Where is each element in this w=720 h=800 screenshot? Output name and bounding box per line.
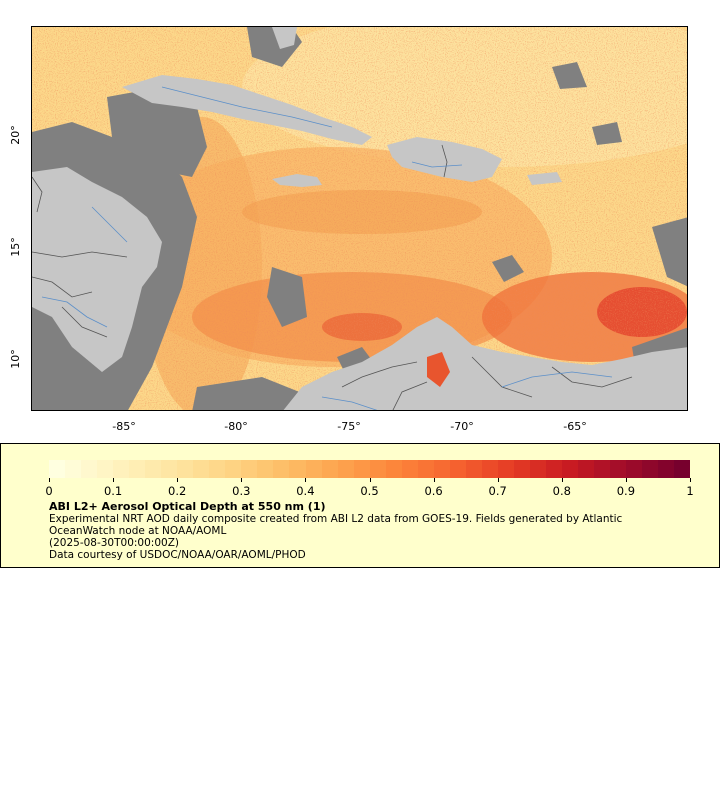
colorbar-segment — [417, 460, 434, 478]
colorbar-segment — [385, 460, 402, 478]
colorbar-tick-mark — [113, 478, 115, 482]
land-central-america — [32, 167, 162, 372]
colorbar-tick-mark — [49, 478, 50, 482]
colorbar-segment — [97, 460, 114, 478]
colorbar-segment — [65, 460, 82, 478]
colorbar-segment — [674, 460, 691, 478]
land-puerto-rico — [527, 172, 562, 185]
land-south-america — [283, 317, 687, 410]
colorbar-segment — [81, 460, 98, 478]
colorbar-segment — [353, 460, 370, 478]
colorbar-tick-mark — [369, 478, 371, 482]
lake-maracaibo — [427, 352, 450, 387]
colorbar-tick-mark — [433, 478, 435, 482]
colorbar-segment — [401, 460, 418, 478]
colorbar-tick-label: 0.3 — [232, 484, 251, 498]
colorbar-segment — [193, 460, 210, 478]
colorbar-tick-label: 0.7 — [488, 484, 507, 498]
colorbar-tick-label: 0.4 — [296, 484, 315, 498]
y-tick-label: 15° — [9, 237, 22, 257]
colorbar-tick-mark — [241, 478, 243, 482]
colorbar-segment — [594, 460, 611, 478]
y-tick-label: 10° — [9, 349, 22, 369]
x-tick-label: -80° — [224, 420, 248, 433]
x-tick-label: -65° — [563, 420, 587, 433]
colorbar-tick-label: 0.5 — [360, 484, 379, 498]
legend-description: Experimental NRT AOD daily composite cre… — [49, 513, 623, 537]
aod-map — [31, 26, 688, 411]
x-tick-label: -70° — [450, 420, 474, 433]
colorbar-segment — [257, 460, 274, 478]
colorbar-segment — [433, 460, 450, 478]
country-borders — [32, 144, 633, 410]
colorbar — [49, 460, 691, 478]
colorbar-segment — [177, 460, 194, 478]
colorbar-segment — [497, 460, 514, 478]
colorbar-tick-label: 0.6 — [424, 484, 443, 498]
x-tick-label: -85° — [112, 420, 136, 433]
colorbar-segment — [289, 460, 306, 478]
colorbar-segment — [658, 460, 675, 478]
colorbar-segment — [321, 460, 338, 478]
colorbar-tick-mark — [177, 478, 179, 482]
colorbar-tick-mark — [625, 478, 627, 482]
colorbar-tick-label: 0.9 — [616, 484, 636, 498]
legend-panel: ABI L2+ Aerosol Optical Depth at 550 nm … — [0, 443, 720, 568]
colorbar-tick-label: 1 — [686, 484, 694, 498]
colorbar-segment — [369, 460, 386, 478]
land-jamaica — [272, 174, 322, 187]
colorbar-segment — [529, 460, 546, 478]
colorbar-segment — [129, 460, 146, 478]
land-hispaniola — [387, 137, 502, 182]
legend-title: ABI L2+ Aerosol Optical Depth at 550 nm … — [49, 500, 326, 513]
colorbar-tick-label: 0.2 — [168, 484, 187, 498]
colorbar-segment — [610, 460, 627, 478]
colorbar-segment — [49, 460, 66, 478]
colorbar-segment — [161, 460, 178, 478]
colorbar-tick-mark — [497, 478, 499, 482]
colorbar-segment — [241, 460, 258, 478]
x-tick-label: -75° — [337, 420, 361, 433]
legend-credit: Data courtesy of USDOC/NOAA/OAR/AOML/PHO… — [49, 549, 306, 561]
colorbar-segment — [337, 460, 354, 478]
colorbar-segment — [113, 460, 130, 478]
colorbar-segment — [626, 460, 643, 478]
colorbar-tick-label: 0.8 — [552, 484, 571, 498]
colorbar-tick-mark — [305, 478, 307, 482]
colorbar-segment — [449, 460, 466, 478]
colorbar-segment — [273, 460, 290, 478]
colorbar-segment — [578, 460, 595, 478]
colorbar-segment — [562, 460, 579, 478]
colorbar-tick-label: 0.1 — [103, 484, 123, 498]
colorbar-tick-label: 0 — [45, 484, 53, 498]
colorbar-segment — [513, 460, 530, 478]
colorbar-segment — [209, 460, 226, 478]
colorbar-segment — [465, 460, 482, 478]
colorbar-segment — [305, 460, 322, 478]
land-florida — [272, 27, 297, 49]
colorbar-segment — [642, 460, 659, 478]
y-tick-label: 20° — [9, 125, 22, 145]
colorbar-tick-mark — [561, 478, 563, 482]
colorbar-segment — [481, 460, 498, 478]
colorbar-segment — [545, 460, 562, 478]
legend-time: (2025-08-30T00:00:00Z) — [49, 537, 179, 549]
rivers — [41, 86, 613, 410]
colorbar-segment — [225, 460, 242, 478]
colorbar-segment — [145, 460, 162, 478]
colorbar-tick-mark — [690, 478, 691, 482]
map-canvas — [32, 27, 687, 410]
legend-text: ABI L2+ Aerosol Optical Depth at 550 nm … — [49, 500, 689, 562]
